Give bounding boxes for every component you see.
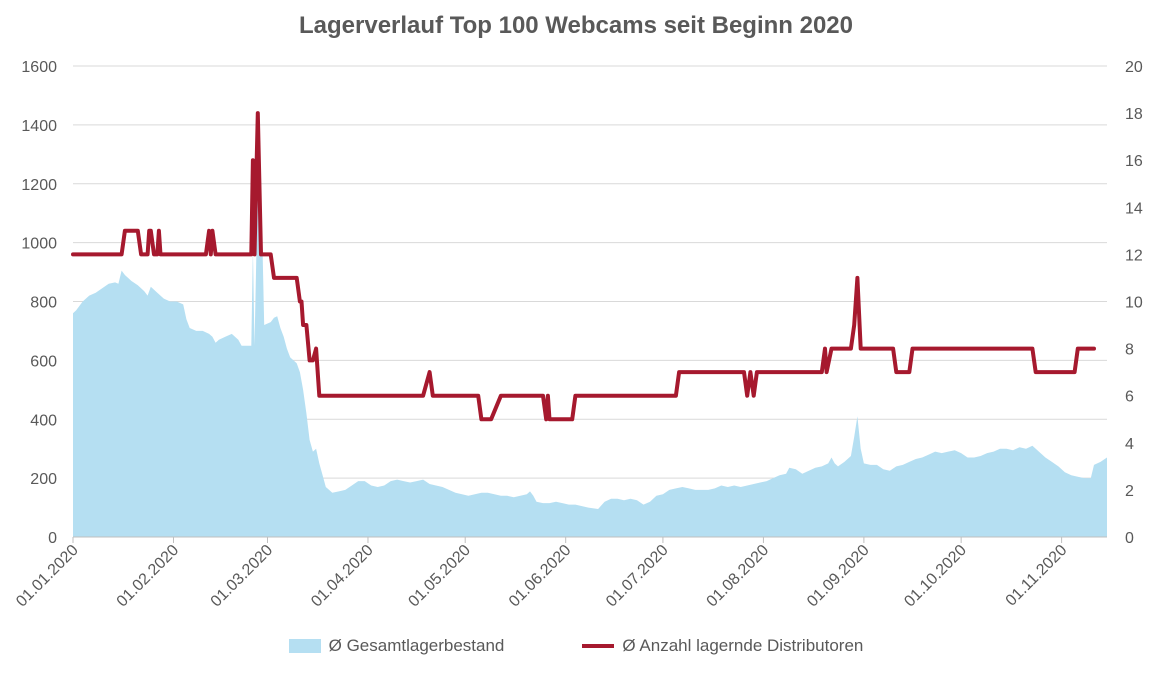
legend-item-line: Ø Anzahl lagernde Distributoren bbox=[582, 636, 863, 656]
chart-title: Lagerverlauf Top 100 Webcams seit Beginn… bbox=[299, 12, 853, 39]
y-left-tick-label: 0 bbox=[48, 530, 57, 547]
y-right-tick-label: 2 bbox=[1125, 483, 1134, 500]
x-tick-label: 01.05.2020 bbox=[405, 542, 474, 611]
y-left-tick-label: 600 bbox=[30, 353, 57, 370]
y-left-tick-label: 800 bbox=[30, 295, 57, 312]
y-left-tick-label: 400 bbox=[30, 412, 57, 429]
y-right-tick-label: 8 bbox=[1125, 342, 1134, 359]
legend-label-line: Ø Anzahl lagernde Distributoren bbox=[622, 636, 864, 655]
series-line-distributoren bbox=[71, 111, 1096, 422]
x-tick-label: 01.11.2020 bbox=[1003, 542, 1071, 610]
x-tick-label: 01.01.2020 bbox=[13, 542, 82, 611]
y-right-tick-label: 14 bbox=[1125, 200, 1143, 217]
y-right-tick-label: 6 bbox=[1125, 389, 1134, 406]
y-right-tick-label: 18 bbox=[1125, 106, 1143, 123]
x-tick-label: 01.02.2020 bbox=[114, 542, 183, 611]
legend-label-area: Ø Gesamtlagerbestand bbox=[328, 636, 505, 655]
x-tick-label: 01.03.2020 bbox=[208, 542, 277, 611]
y-left-tick-label: 1000 bbox=[21, 236, 57, 253]
legend-swatch-area bbox=[288, 639, 321, 653]
line-layer bbox=[71, 111, 1096, 422]
y-right-tick-label: 0 bbox=[1125, 530, 1134, 547]
legend-swatch-line bbox=[582, 644, 615, 648]
legend: Ø Gesamtlagerbestand Ø Anzahl lagernde D… bbox=[0, 636, 1152, 656]
x-tick-label: 01.07.2020 bbox=[603, 542, 672, 611]
y-right-tick-label: 4 bbox=[1125, 436, 1134, 453]
legend-item-area: Ø Gesamtlagerbestand bbox=[288, 636, 505, 656]
x-tick-label: 01.06.2020 bbox=[506, 542, 575, 611]
area-layer bbox=[73, 177, 1107, 537]
y-right-tick-label: 10 bbox=[1125, 295, 1143, 312]
y-right-tick-label: 20 bbox=[1125, 59, 1143, 76]
y-left-tick-label: 200 bbox=[30, 471, 57, 488]
x-tick-label: 01.09.2020 bbox=[804, 542, 873, 611]
x-tick-label: 01.08.2020 bbox=[704, 542, 773, 611]
y-left-tick-label: 1400 bbox=[21, 118, 57, 135]
y-right-tick-label: 12 bbox=[1125, 247, 1143, 264]
series-area-gesamtlagerbestand bbox=[73, 177, 1107, 537]
y-left-tick-label: 1600 bbox=[21, 59, 57, 76]
y-right-tick-label: 16 bbox=[1125, 153, 1143, 170]
y-left-tick-label: 1200 bbox=[21, 177, 57, 194]
x-tick-label: 01.10.2020 bbox=[901, 542, 970, 611]
x-tick-label: 01.04.2020 bbox=[308, 542, 377, 611]
